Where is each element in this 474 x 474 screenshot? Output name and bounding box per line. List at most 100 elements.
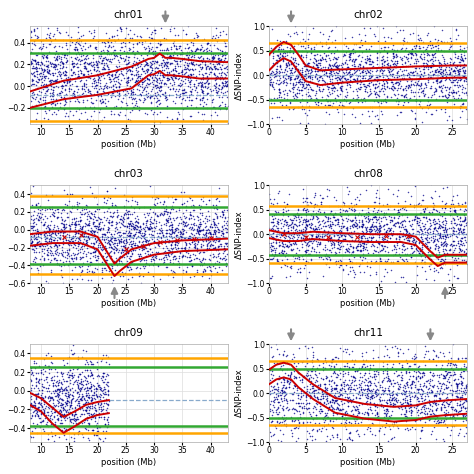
Point [294,253,302,260]
Point [60,222,68,229]
Point [351,76,359,83]
Point [281,282,288,290]
Point [418,50,425,57]
Point [393,86,401,94]
Point [47,376,55,384]
Point [37,392,45,399]
Point [330,213,337,221]
Point [377,391,385,398]
Point [437,64,445,71]
Point [350,221,358,229]
Point [283,61,291,69]
Point [402,252,410,259]
Point [269,63,276,70]
Point [58,403,65,410]
Point [126,233,134,240]
Point [328,386,336,393]
Point [457,406,465,413]
Point [160,204,168,212]
Point [68,385,76,392]
Point [367,377,374,384]
Point [402,206,410,213]
Point [311,379,319,386]
Point [345,69,352,76]
Point [296,221,303,229]
Point [313,74,321,82]
Point [189,197,196,204]
Point [368,108,376,115]
Point [348,230,356,238]
Point [365,386,373,394]
Point [320,252,328,259]
Point [361,392,368,399]
Point [283,420,290,428]
Point [461,214,469,222]
Point [302,248,310,256]
Point [364,362,371,370]
Point [35,384,42,392]
Point [405,57,412,64]
Point [95,372,103,380]
Point [148,85,156,92]
Point [462,245,470,253]
Point [295,419,303,427]
Point [77,405,84,413]
Point [31,364,39,371]
Point [195,61,203,69]
Point [322,222,329,230]
Point [77,230,85,237]
Point [451,207,459,214]
Point [282,441,290,448]
Point [435,64,443,71]
Point [120,210,128,218]
Point [28,77,36,84]
Point [346,47,353,55]
Point [414,31,422,38]
Point [407,81,414,88]
Point [354,237,362,244]
Point [462,382,470,390]
Point [132,217,140,225]
Point [137,279,145,287]
Point [196,220,204,228]
Point [404,50,412,58]
Point [83,238,91,246]
Point [63,91,70,98]
Point [320,400,328,407]
Point [456,213,464,220]
Point [290,92,297,100]
Point [394,91,401,98]
Point [74,229,82,237]
Point [419,62,427,69]
Point [424,93,432,101]
Point [161,92,169,100]
Point [403,413,410,420]
Point [455,55,462,62]
Point [67,386,74,393]
Point [167,22,174,29]
Point [132,241,139,248]
Point [358,391,366,399]
Point [107,93,114,100]
Point [442,228,450,236]
Point [129,249,137,256]
Point [123,257,131,264]
Point [300,53,307,61]
Point [163,255,171,263]
Point [421,259,429,266]
Point [92,97,100,104]
Point [307,68,315,76]
Point [384,238,392,246]
Point [172,74,180,82]
Point [64,441,71,448]
Point [111,52,119,60]
Point [169,86,176,93]
Point [73,59,81,67]
Point [63,72,70,79]
Point [450,403,457,411]
Point [93,253,101,260]
Point [278,240,286,247]
Point [35,389,42,396]
Point [57,262,65,270]
Point [336,101,343,109]
